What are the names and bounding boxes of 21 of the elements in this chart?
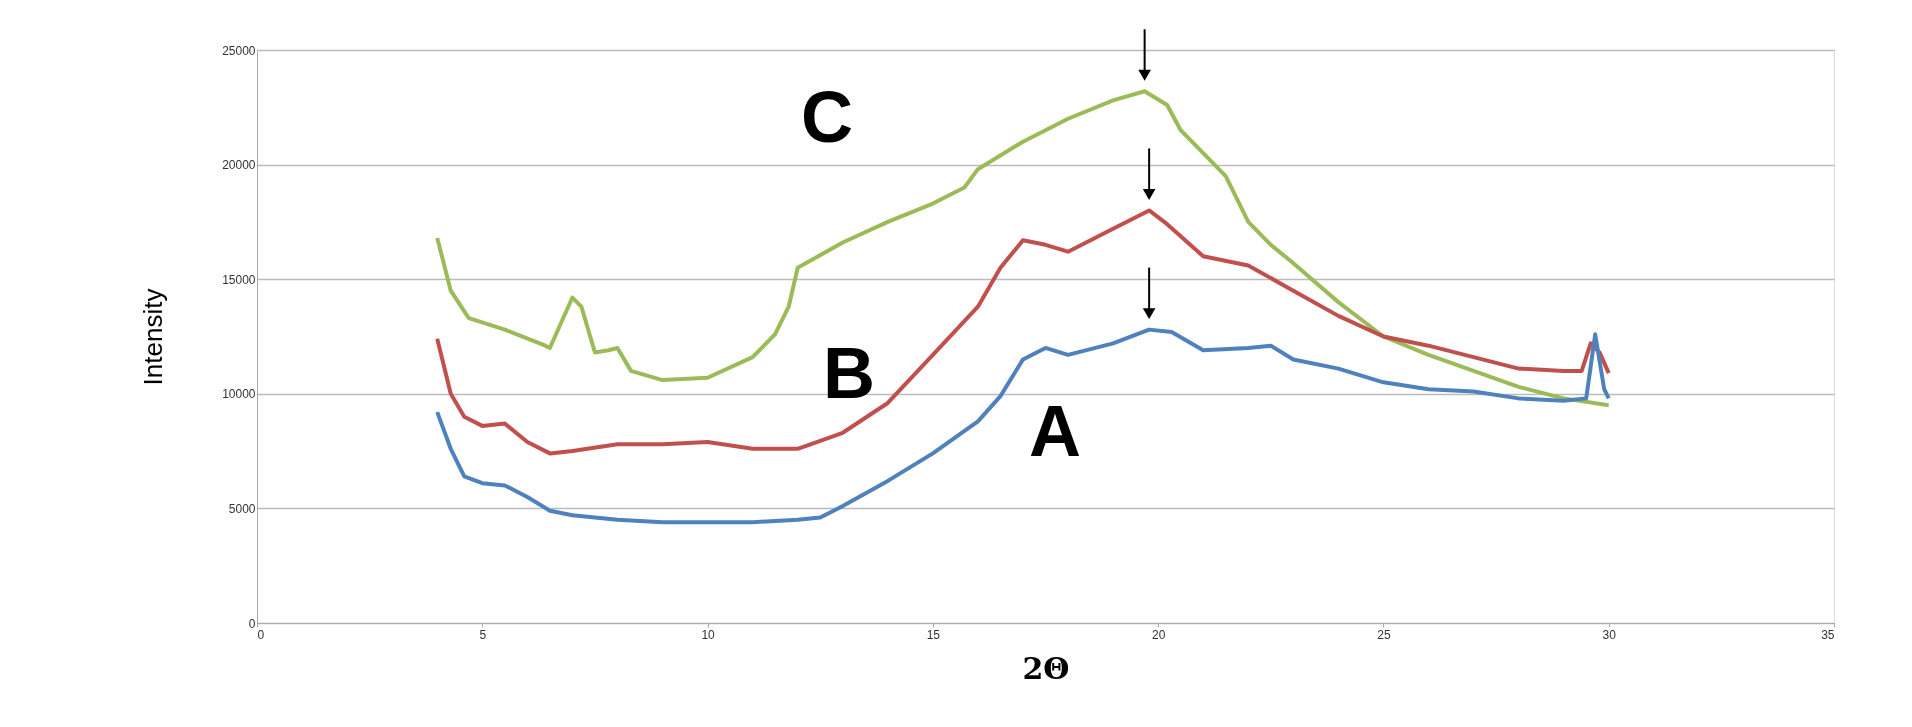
x-axis-title: 2Θ [1022,650,1070,686]
y-axis-title: Intensity [138,288,169,386]
x-tick-label: 5 [479,627,487,642]
line-series [435,89,1611,408]
y-tick-label: 20000 [222,158,256,173]
x-tick-label: 20 [1151,627,1166,642]
series-label: A [1029,391,1081,471]
line-series [435,208,1611,456]
y-tick-label: 15000 [222,272,256,287]
y-tick-label: 10000 [222,387,256,402]
series-label: B [823,333,875,413]
x-tick-label: 35 [1821,627,1835,642]
y-tick-label: 25000 [222,43,256,58]
x-tick-label: 15 [926,627,941,642]
x-tick-label: 10 [701,627,716,642]
series-label: C [801,77,853,157]
x-tick-label: 25 [1377,627,1391,642]
line-series [435,327,1611,525]
y-tick-label: 0 [248,616,256,631]
y-tick-label: 5000 [228,501,256,516]
x-tick-label: 30 [1602,627,1617,642]
